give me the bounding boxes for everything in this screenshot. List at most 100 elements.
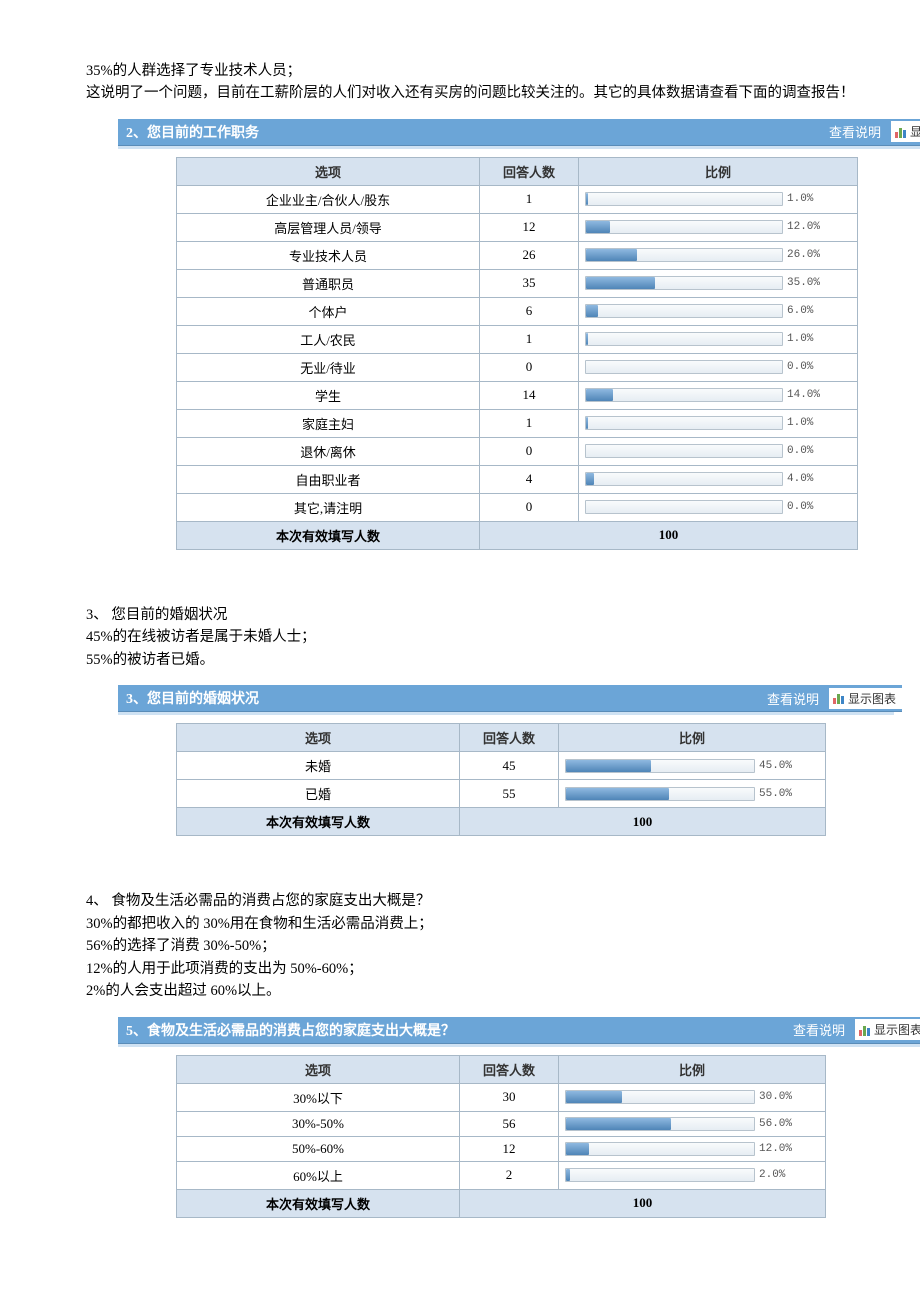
intro-line: 30%的都把收入的 30%用在食物和生活必需品消费上； [86, 913, 866, 935]
show-chart-label: 显示图表 [874, 1021, 920, 1038]
ratio-bar-track [585, 276, 783, 290]
cell-option: 60%以上 [177, 1161, 460, 1189]
table-body: 企业业主/合伙人/股东11.0%高层管理人员/领导1212.0%专业技术人员26… [177, 185, 858, 521]
table-row: 30%-50%5656.0% [177, 1111, 826, 1136]
table-row: 学生14 14.0% [177, 381, 858, 409]
table-body: 30%以下30 30.0% 30%-50%5656.0%50%-60%1212.0%… [177, 1083, 826, 1189]
ratio-bar-label: 1.0% [787, 193, 813, 205]
cell-ratio: 1.0% [579, 325, 858, 353]
cell-ratio: 1.0% [579, 185, 858, 213]
table-row: 专业技术人员2626.0% [177, 241, 858, 269]
total-value: 100 [460, 808, 826, 836]
ratio-bar-label: 0.0% [787, 445, 813, 457]
cell-option: 无业/待业 [177, 353, 480, 381]
col-header-count: 回答人数 [480, 157, 579, 185]
intro-text-1: 35%的人群选择了专业技术人员； 这说明了一个问题，目前在工薪阶层的人们对收入还… [86, 60, 866, 105]
intro-heading: 3、 您目前的婚姻状况 [86, 604, 866, 626]
ratio-bar-label: 0.0% [787, 501, 813, 513]
ratio-bar-label: 1.0% [787, 417, 813, 429]
ratio-bar-track [585, 360, 783, 374]
table-section-2: 选项 回答人数 比例 企业业主/合伙人/股东11.0%高层管理人员/领导1212… [176, 157, 858, 550]
ratio-bar-track [585, 472, 783, 486]
cell-option: 普通职员 [177, 269, 480, 297]
table-row: 50%-60%1212.0% [177, 1136, 826, 1161]
view-description-link[interactable]: 查看说明 [767, 689, 819, 708]
cell-count: 30 [460, 1083, 559, 1111]
intro-line: 这说明了一个问题，目前在工薪阶层的人们对收入还有买房的问题比较关注的。其它的具体… [86, 82, 866, 104]
cell-ratio: 2.0% [559, 1161, 826, 1189]
cell-option: 已婚 [177, 780, 460, 808]
ratio-bar-fill [586, 277, 655, 289]
ratio-bar-fill [586, 417, 588, 429]
ratio-bar-track [585, 332, 783, 346]
cell-ratio: 12.0% [559, 1136, 826, 1161]
ratio-bar-track [565, 1117, 755, 1131]
cell-ratio: 45.0% [559, 752, 826, 780]
ratio-bar-label: 26.0% [787, 249, 820, 261]
ratio-bar-label: 2.0% [759, 1169, 785, 1181]
show-chart-button[interactable]: 显 [891, 121, 920, 142]
table-section-3: 选项 回答人数 比例 未婚4545.0%已婚5555.0% 本次有效填写人数 1… [176, 723, 826, 836]
cell-ratio: 0.0% [579, 353, 858, 381]
cell-option: 高层管理人员/领导 [177, 213, 480, 241]
ratio-bar-track [565, 1142, 755, 1156]
ratio-bar-track [585, 444, 783, 458]
table-row: 普通职员3535.0% [177, 269, 858, 297]
show-chart-label-cut: 显 [910, 123, 920, 140]
ratio-bar-label: 30.0% [759, 1091, 792, 1103]
total-label: 本次有效填写人数 [177, 1189, 460, 1217]
table-row: 家庭主妇11.0% [177, 409, 858, 437]
cell-ratio: 4.0% [579, 465, 858, 493]
table-total-row: 本次有效填写人数 100 [177, 808, 826, 836]
cell-count: 1 [480, 325, 579, 353]
col-header-option: 选项 [177, 157, 480, 185]
ratio-bar-track [585, 388, 783, 402]
ratio-bar-fill [586, 333, 588, 345]
intro-text-3: 3、 您目前的婚姻状况 45%的在线被访者是属于未婚人士； 55%的被访者已婚。 [86, 604, 866, 671]
page: 35%的人群选择了专业技术人员； 这说明了一个问题，目前在工薪阶层的人们对收入还… [0, 0, 920, 1218]
ratio-bar-fill [566, 760, 651, 772]
ratio-bar-track [585, 192, 783, 206]
cell-option: 30%以下 [177, 1083, 460, 1111]
ratio-bar-fill [566, 1169, 570, 1181]
accent-line [118, 712, 894, 715]
cell-count: 12 [460, 1136, 559, 1161]
table-row: 其它,请注明00.0% [177, 493, 858, 521]
ratio-bar-track [585, 304, 783, 318]
ratio-bar-track [565, 759, 755, 773]
view-description-link[interactable]: 查看说明 [793, 1020, 845, 1039]
bar-chart-icon [833, 692, 844, 704]
cell-ratio: 0.0% [579, 437, 858, 465]
cell-ratio: 26.0% [579, 241, 858, 269]
ratio-bar-fill [586, 473, 594, 485]
ratio-bar-track [585, 500, 783, 514]
intro-line: 56%的选择了消费 30%-50%； [86, 935, 866, 957]
cell-option: 自由职业者 [177, 465, 480, 493]
bar-chart-icon [859, 1024, 870, 1036]
show-chart-label: 显示图表 [848, 690, 896, 707]
ratio-bar-fill [586, 389, 613, 401]
ratio-bar-label: 56.0% [759, 1118, 792, 1130]
cell-ratio: 0.0% [579, 493, 858, 521]
ratio-bar-label: 14.0% [787, 389, 820, 401]
intro-line: 35%的人群选择了专业技术人员； [86, 60, 866, 82]
view-description-link[interactable]: 查看说明 [829, 122, 881, 141]
section-title: 2、您目前的工作职务 [126, 122, 829, 142]
table-row: 退休/离休00.0% [177, 437, 858, 465]
cell-count: 14 [480, 381, 579, 409]
cell-option: 学生 [177, 381, 480, 409]
col-header-ratio: 比例 [559, 724, 826, 752]
cell-count: 35 [480, 269, 579, 297]
intro-line: 12%的人用于此项消费的支出为 50%-60%； [86, 958, 866, 980]
total-label: 本次有效填写人数 [177, 521, 480, 549]
table-row: 个体户66.0% [177, 297, 858, 325]
ratio-bar-fill [566, 1091, 622, 1103]
cell-count: 26 [480, 241, 579, 269]
show-chart-button[interactable]: 显示图表 [829, 688, 902, 709]
ratio-bar-track [565, 787, 755, 801]
cell-option: 工人/农民 [177, 325, 480, 353]
show-chart-button[interactable]: 显示图表 [855, 1019, 920, 1040]
ratio-bar-fill [586, 221, 610, 233]
intro-text-5: 4、 食物及生活必需品的消费占您的家庭支出大概是？ 30%的都把收入的 30%用… [86, 890, 866, 1002]
cell-count: 45 [460, 752, 559, 780]
